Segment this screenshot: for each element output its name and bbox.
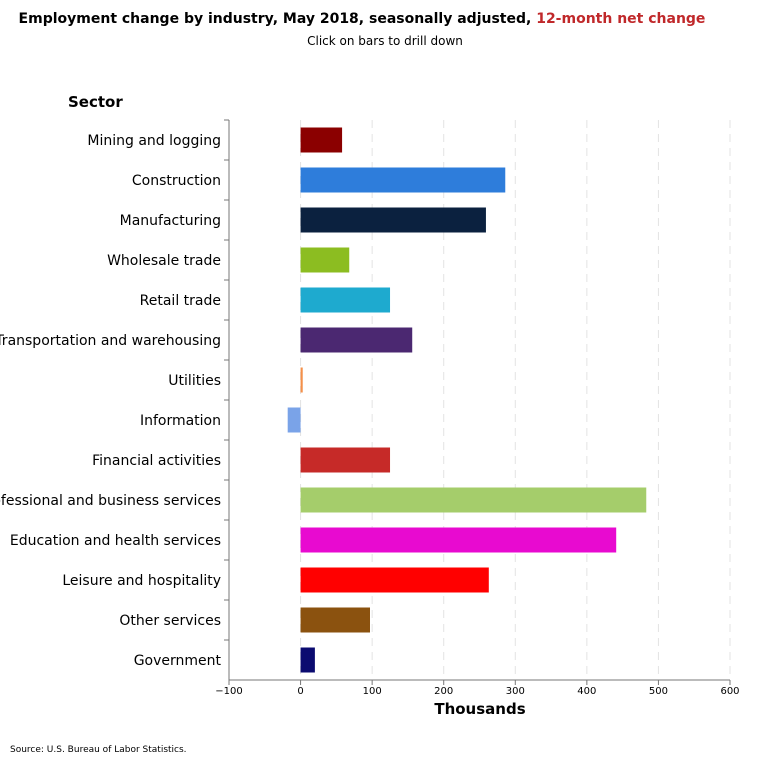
x-tick-label: −100: [215, 686, 242, 697]
bar-information[interactable]: [287, 407, 301, 433]
bar-other-services[interactable]: [300, 607, 370, 633]
source-note: Source: U.S. Bureau of Labor Statistics.: [10, 745, 187, 755]
bar-professional-and-business-services[interactable]: [300, 487, 647, 513]
chart-subtitle: Click on bars to drill down: [307, 34, 463, 48]
bar-retail-trade[interactable]: [300, 287, 391, 313]
category-label: Wholesale trade: [107, 253, 221, 269]
bar-construction[interactable]: [300, 167, 506, 193]
category-label: Professional and business services: [0, 493, 221, 509]
bar-utilities[interactable]: [300, 367, 303, 393]
x-tick-label: 600: [720, 686, 739, 697]
category-label: Leisure and hospitality: [62, 573, 221, 589]
category-labels: Mining and logging Construction Manufactur…: [0, 133, 222, 669]
category-label: Education and health services: [10, 533, 221, 549]
category-label: Manufacturing: [120, 213, 221, 229]
x-tick-label: 300: [506, 686, 525, 697]
category-label: Other services: [119, 613, 221, 629]
x-tick-label: 500: [649, 686, 668, 697]
category-label: Utilities: [168, 373, 221, 389]
x-tick-label: 0: [297, 686, 303, 697]
y-axis-title: Sector: [68, 93, 123, 111]
x-axis-title: Thousands: [434, 700, 525, 718]
bar-manufacturing[interactable]: [300, 207, 486, 233]
category-label: Retail trade: [140, 293, 221, 309]
x-tick-label: 400: [577, 686, 596, 697]
category-label: Construction: [132, 173, 221, 189]
bar-leisure-and-hospitality[interactable]: [300, 567, 489, 593]
x-tick-labels: −100 0 100 200 300 400 500 600: [215, 680, 740, 697]
category-label: Government: [134, 653, 222, 669]
bar-education-and-health-services[interactable]: [300, 527, 617, 553]
axes: [224, 119, 730, 681]
bars: [287, 127, 647, 673]
category-label: Transportation and warehousing: [0, 333, 221, 349]
x-tick-label: 100: [363, 686, 382, 697]
x-tick-label: 200: [434, 686, 453, 697]
bar-government[interactable]: [300, 647, 315, 673]
bar-transportation-and-warehousing[interactable]: [300, 327, 413, 353]
bar-mining-and-logging[interactable]: [300, 127, 343, 153]
chart-title-main: Employment change by industry, May 2018,…: [18, 11, 532, 27]
category-label: Mining and logging: [87, 133, 221, 149]
category-label: Financial activities: [92, 453, 221, 469]
category-label: Information: [140, 413, 221, 429]
chart-title: Employment change by industry, May 2018,…: [0, 11, 724, 27]
chart-title-highlight[interactable]: 12-month net change: [536, 11, 706, 27]
bar-financial-activities[interactable]: [300, 447, 391, 473]
bar-wholesale-trade[interactable]: [300, 247, 350, 273]
gridlines: [300, 120, 731, 680]
